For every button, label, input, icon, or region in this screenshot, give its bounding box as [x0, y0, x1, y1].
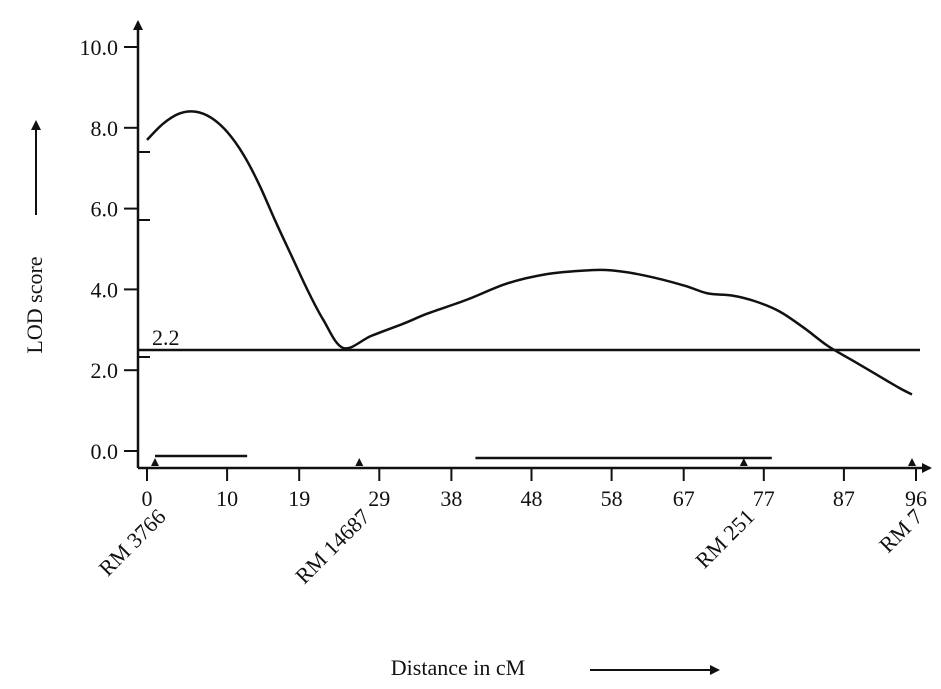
marker-group: RM 3766 RM 14687 RM 251 RM 7	[94, 458, 928, 589]
y-tick-label: 10.0	[80, 35, 119, 60]
threshold-label: 2.2	[152, 325, 180, 350]
x-tick-label: 58	[601, 486, 623, 511]
x-tick-label: 87	[833, 486, 855, 511]
y-axis-title: LOD score	[22, 256, 47, 353]
lod-curve	[146, 110, 913, 396]
x-tick-label: 0	[142, 486, 153, 511]
y-tick-label: 6.0	[91, 197, 119, 222]
x-tick-label: 96	[905, 486, 927, 511]
x-tick-label: 77	[753, 486, 775, 511]
marker-label: RM 3766	[94, 504, 171, 581]
x-tick-label: 38	[440, 486, 462, 511]
confidence-intervals	[155, 454, 772, 460]
marker-label: RM 7	[874, 504, 928, 558]
x-tick-label: 48	[521, 486, 543, 511]
marker-triangle	[355, 458, 364, 466]
y-ticks: 0.0 2.0 4.0 6.0 8.0 10.0	[80, 35, 138, 464]
y-tick-label: 2.0	[91, 358, 119, 383]
y-tick-label: 4.0	[91, 277, 119, 302]
x-tick-label: 19	[288, 486, 310, 511]
marker-triangle	[151, 458, 160, 466]
y-tick-label: 0.0	[91, 439, 119, 464]
x-ticks: 0 10 19 29 38 48 58 67 77 87 96	[142, 468, 927, 511]
y-axis-title-group: LOD score	[22, 120, 47, 354]
x-tick-label: 29	[368, 486, 390, 511]
x-axis-title: Distance in cM	[391, 655, 525, 680]
x-tick-label: 10	[216, 486, 238, 511]
marker-label: RM 251	[690, 504, 759, 573]
marker-triangle	[739, 458, 748, 466]
x-axis-title-group: Distance in cM	[391, 655, 720, 680]
marker-label: RM 14687	[290, 504, 375, 589]
y-tick-label: 8.0	[91, 116, 119, 141]
marker-triangle	[907, 458, 916, 466]
x-tick-label: 67	[673, 486, 695, 511]
